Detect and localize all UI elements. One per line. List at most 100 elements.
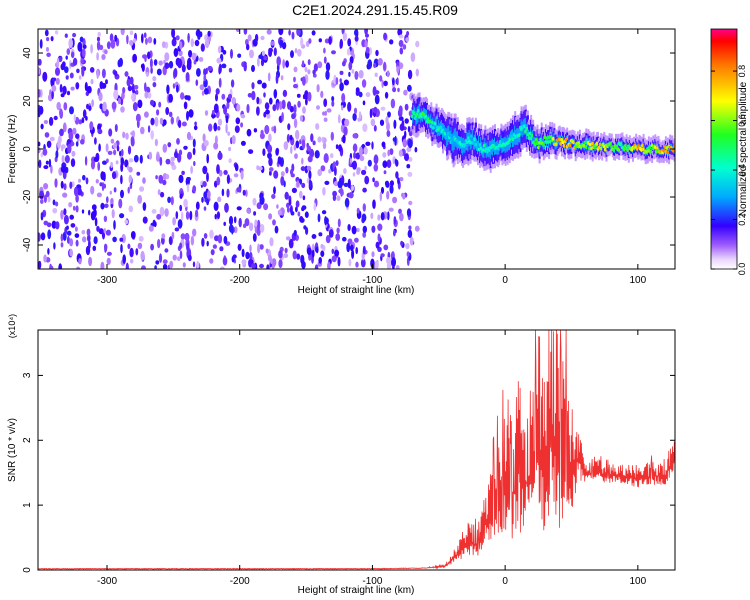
noise-speckle	[47, 196, 51, 203]
noise-speckle	[339, 82, 344, 92]
signal-peak	[412, 111, 416, 116]
noise-speckle	[338, 144, 342, 152]
noise-speckle	[147, 51, 151, 60]
noise-speckle	[237, 243, 242, 251]
noise-speckle	[251, 64, 255, 73]
noise-speckle	[265, 109, 270, 115]
noise-speckle	[273, 89, 278, 99]
noise-speckle	[301, 182, 306, 189]
noise-speckle	[290, 50, 294, 58]
noise-speckle	[50, 36, 54, 42]
noise-speckle	[353, 151, 357, 159]
noise-speckle	[296, 93, 301, 98]
y-tick-label: 2	[22, 437, 33, 443]
noise-speckle	[337, 256, 341, 267]
noise-speckle	[222, 49, 227, 55]
noise-speckle	[404, 118, 409, 124]
noise-speckle	[192, 147, 196, 156]
noise-speckle	[96, 40, 101, 51]
noise-speckle	[72, 205, 76, 211]
noise-speckle	[397, 87, 400, 93]
noise-speckle	[113, 142, 118, 149]
colorbar-ticks: 0.0 0.2 0.4 0.6 0.8	[711, 65, 747, 275]
noise-speckle	[193, 125, 198, 131]
noise-speckle	[60, 180, 64, 189]
noise-speckle	[110, 138, 115, 144]
noise-speckle	[114, 70, 118, 77]
noise-speckle	[56, 101, 61, 111]
noise-speckle	[45, 160, 49, 165]
noise-speckle	[285, 166, 289, 174]
noise-speckle	[306, 247, 312, 256]
signal-peak	[417, 109, 421, 113]
noise-speckle	[284, 191, 289, 200]
noise-speckle	[179, 242, 183, 250]
noise-speckle	[78, 75, 82, 80]
noise-speckle	[331, 255, 337, 263]
noise-speckle	[187, 32, 190, 43]
noise-speckle	[337, 180, 343, 189]
noise-speckle	[51, 90, 54, 100]
signal-peak	[424, 114, 428, 119]
noise-speckle	[216, 176, 221, 186]
noise-speckle	[364, 175, 370, 185]
noise-speckle	[63, 102, 68, 111]
noise-speckle	[386, 190, 390, 200]
noise-speckle	[226, 101, 230, 109]
noise-speckle	[364, 40, 368, 48]
noise-speckle	[352, 113, 357, 121]
noise-speckle	[78, 258, 82, 265]
noise-speckle	[46, 140, 52, 148]
noise-speckle	[256, 202, 262, 210]
noise-speckle	[373, 62, 377, 68]
noise-speckle	[320, 243, 324, 249]
colorbar: 0.0 0.2 0.4 0.6 0.8 Normalized spectral ampl…	[710, 28, 749, 275]
noise-speckle	[202, 181, 207, 188]
noise-speckle	[312, 140, 316, 146]
noise-speckle	[326, 108, 332, 113]
noise-speckle	[259, 132, 265, 140]
noise-speckle	[108, 128, 113, 137]
noise-speckle	[102, 101, 107, 112]
noise-speckle	[69, 181, 73, 189]
noise-speckle	[110, 197, 114, 205]
noise-speckle	[236, 103, 241, 112]
noise-speckle	[262, 148, 266, 156]
noise-speckle	[379, 191, 382, 202]
noise-speckle	[76, 266, 80, 269]
noise-speckle	[127, 243, 131, 250]
noise-speckle	[381, 79, 384, 89]
noise-speckle	[135, 248, 139, 256]
noise-speckle	[164, 62, 170, 69]
noise-speckle	[105, 229, 111, 236]
noise-speckle	[236, 187, 242, 193]
noise-speckle	[395, 265, 400, 269]
noise-speckle	[152, 82, 157, 88]
colorbar-tick-label: 0.4	[737, 164, 747, 177]
noise-speckle	[342, 32, 347, 41]
noise-speckle	[228, 158, 232, 164]
noise-speckle	[264, 124, 270, 135]
noise-speckle	[119, 213, 125, 219]
noise-speckle	[339, 38, 343, 49]
noise-speckle	[295, 206, 298, 213]
noise-speckle	[272, 219, 276, 226]
noise-speckle	[329, 153, 334, 159]
noise-speckle	[293, 76, 296, 83]
noise-speckle	[351, 185, 354, 192]
noise-speckle	[54, 178, 58, 188]
noise-speckle	[172, 217, 177, 226]
noise-speckle	[142, 177, 146, 184]
noise-speckle	[266, 29, 272, 35]
noise-speckle	[129, 39, 134, 46]
noise-speckle	[210, 249, 215, 256]
noise-speckle	[337, 114, 341, 124]
noise-speckle	[55, 201, 59, 207]
noise-speckle	[165, 173, 170, 180]
noise-speckle	[158, 253, 163, 263]
y-tick-label: 3	[22, 372, 33, 378]
noise-speckle	[257, 57, 260, 67]
noise-speckle	[74, 233, 80, 239]
